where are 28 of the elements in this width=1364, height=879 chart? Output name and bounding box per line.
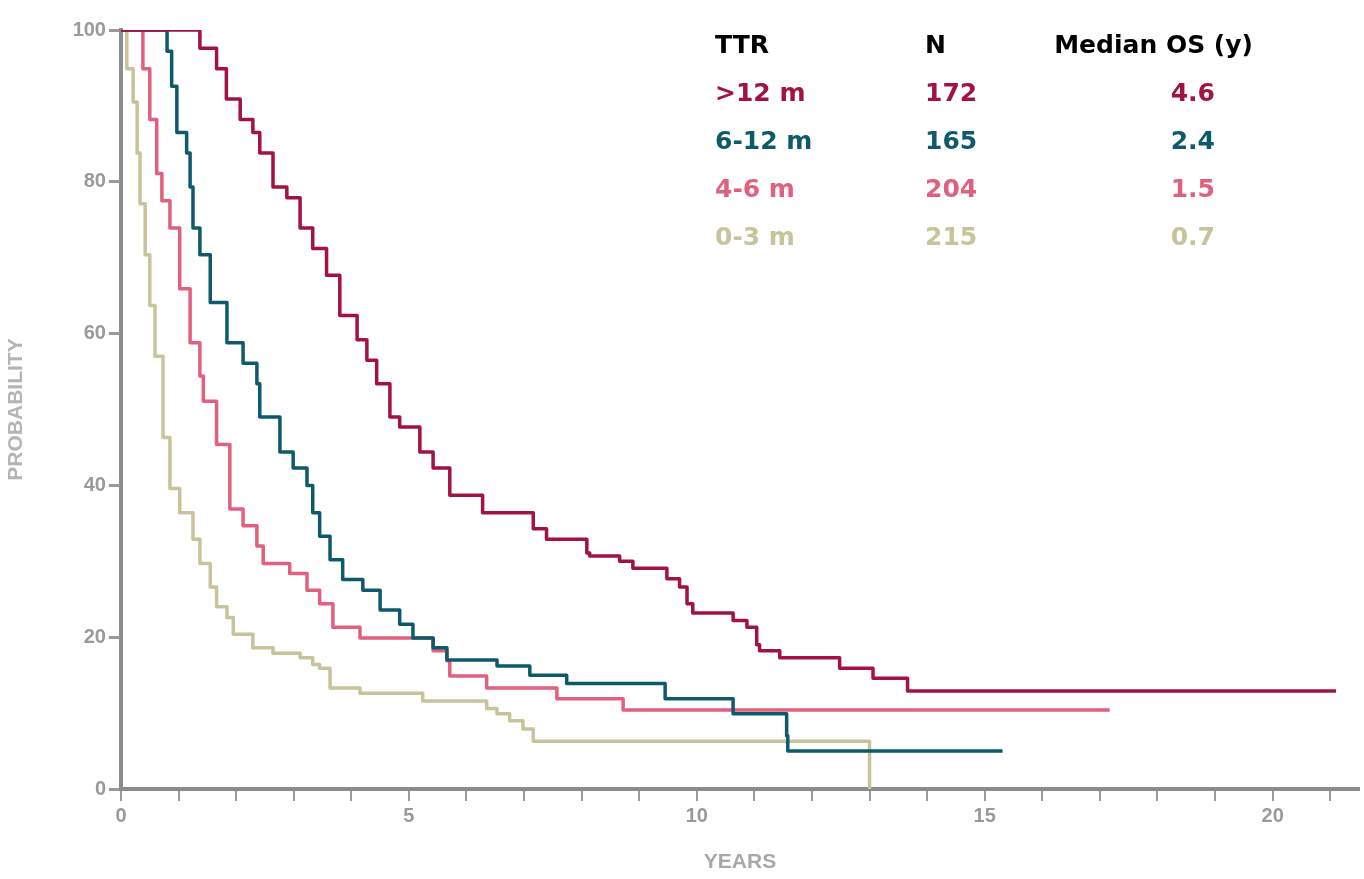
text: >12 m [715,76,807,109]
annotation: 172 [925,76,979,109]
legend-title: TTR [715,28,770,61]
y-tick-label: 60 [83,321,106,344]
annotation: 204 [925,172,979,205]
y-tick-label: 20 [83,624,106,647]
text: 4-6 m [715,172,796,205]
x-tick-label: 20 [1261,803,1284,826]
annotation: 4.6 [1169,76,1216,109]
x-tick-label: 5 [403,803,415,826]
y-tick-label: 80 [83,169,106,192]
annotation: Median OS (y) [1053,28,1253,61]
annotation: 0.7 [1169,220,1216,253]
x-tick-label: 10 [685,803,708,826]
annotation: 1.5 [1169,172,1216,205]
y-tick-label: 0 [94,776,106,799]
text: 0-3 m [715,220,796,253]
y-axis-title: PROBABILITY [3,338,27,481]
text: 6-12 m [715,124,814,157]
y-tick-label: 100 [72,17,106,40]
annotation: N [925,28,947,61]
y-tick-label: 40 [83,472,106,495]
x-axis-title: YEARS [703,849,777,873]
annotation: 215 [925,220,979,253]
x-tick-label: 0 [115,803,127,826]
annotation: 2.4 [1169,124,1216,157]
x-tick-label: 15 [973,803,996,826]
annotation: 165 [925,124,979,157]
